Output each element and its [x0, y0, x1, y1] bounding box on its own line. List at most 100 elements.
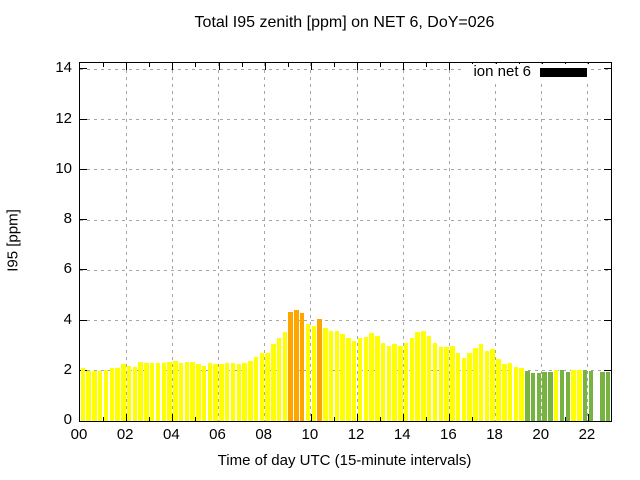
bar-06:30	[230, 363, 236, 421]
x-tick-label-16: 16	[440, 426, 457, 443]
x-tick-mark	[449, 414, 451, 421]
x-tick-label-10: 10	[301, 426, 319, 443]
y-tick-mark	[604, 319, 611, 321]
bar-02:00	[126, 365, 132, 421]
x-tick-label-18: 18	[486, 426, 503, 443]
bar-05:45	[213, 364, 218, 421]
x-tick-mark	[241, 417, 243, 421]
y-tick-mark	[80, 219, 87, 221]
bar-20:00	[542, 372, 547, 421]
bar-01:45	[121, 364, 126, 421]
bar-06:00	[219, 364, 224, 421]
bars-layer	[80, 63, 611, 421]
x-tick-mark	[357, 63, 359, 70]
gridline-x-18	[495, 63, 497, 421]
gridline-x-2	[125, 63, 127, 421]
bar-13:30	[392, 344, 397, 421]
x-tick-mark	[310, 63, 312, 70]
y-tick-label-4: 4	[63, 310, 72, 328]
bar-16:00	[450, 345, 455, 421]
x-tick-mark	[426, 417, 428, 421]
x-tick-mark	[172, 63, 174, 70]
bar-17:15	[478, 344, 484, 421]
x-tick-mark	[310, 414, 312, 421]
x-tick-mark	[403, 63, 405, 70]
x-tick-mark	[172, 414, 174, 421]
bar-19:30	[530, 373, 536, 421]
bar-00:00	[80, 368, 86, 421]
y-tick-mark	[604, 219, 611, 221]
gridline-y-14	[80, 68, 611, 70]
legend-color-swatch	[540, 67, 587, 77]
x-tick-label-22: 22	[578, 426, 596, 443]
y-tick-label-14: 14	[55, 59, 72, 77]
x-tick-mark	[103, 63, 105, 67]
bar-07:00	[242, 363, 247, 421]
x-tick-mark	[195, 63, 197, 67]
bar-10:45	[328, 330, 334, 421]
x-tick-mark	[403, 414, 405, 421]
x-tick-mark	[126, 414, 128, 421]
bar-16:30	[461, 358, 467, 421]
x-tick-mark	[426, 63, 428, 67]
bar-21:00	[565, 372, 570, 421]
y-tick-label-6: 6	[63, 260, 72, 278]
gridline-y-8	[80, 219, 611, 221]
bar-03:00	[149, 363, 155, 421]
x-tick-mark	[449, 63, 451, 70]
bar-04:00	[173, 360, 178, 421]
bar-03:45	[167, 361, 172, 421]
x-tick-mark	[333, 417, 335, 421]
y-tick-mark	[604, 269, 611, 271]
gridline-x-4	[171, 63, 173, 421]
bar-14:45	[421, 330, 426, 421]
grid-layer	[80, 63, 611, 421]
bar-08:15	[271, 344, 276, 421]
bar-11:15	[340, 334, 345, 421]
bar-17:30	[484, 350, 490, 421]
bar-12:00	[357, 338, 363, 421]
bar-21:30	[577, 369, 582, 421]
x-tick-mark	[495, 414, 497, 421]
x-tick-label-06: 06	[209, 426, 226, 443]
bar-15:00	[427, 335, 432, 421]
y-tick-mark	[604, 118, 611, 120]
bar-19:45	[536, 373, 542, 421]
bar-13:45	[398, 345, 403, 421]
gridline-y-2	[80, 370, 611, 372]
bar-07:30	[253, 356, 259, 421]
x-tick-label-00: 00	[70, 426, 88, 443]
bar-12:15	[363, 336, 368, 421]
y-axis-title: I95 [ppm]	[4, 209, 22, 272]
y-tick-mark	[80, 118, 87, 120]
bar-07:15	[248, 360, 253, 421]
bar-14:30	[415, 331, 420, 421]
x-tick-label-14: 14	[393, 426, 411, 443]
y-tick-mark	[80, 68, 87, 70]
bar-03:15	[155, 363, 161, 421]
gridline-x-12	[356, 63, 358, 421]
x-tick-mark	[264, 63, 266, 70]
gridline-y-10	[80, 169, 611, 171]
x-tick-mark	[357, 414, 359, 421]
bar-05:00	[196, 364, 201, 421]
legend: ion net 6	[465, 64, 589, 80]
bar-22:45	[605, 372, 611, 421]
legend-series-label: ion net 6	[473, 63, 531, 80]
gridline-x-10	[310, 63, 312, 421]
bar-17:00	[473, 348, 478, 421]
bar-11:00	[334, 330, 340, 421]
x-tick-mark	[241, 63, 243, 67]
x-tick-mark	[333, 63, 335, 67]
bar-22:30	[600, 372, 605, 421]
y-tick-label-2: 2	[63, 360, 72, 378]
bar-15:15	[432, 343, 438, 421]
gridline-x-6	[218, 63, 220, 421]
bar-04:30	[184, 361, 190, 421]
bar-19:00	[519, 368, 524, 421]
x-tick-mark	[380, 417, 382, 421]
bar-09:00	[288, 311, 293, 421]
x-tick-mark	[264, 414, 266, 421]
bar-10:15	[317, 319, 322, 421]
